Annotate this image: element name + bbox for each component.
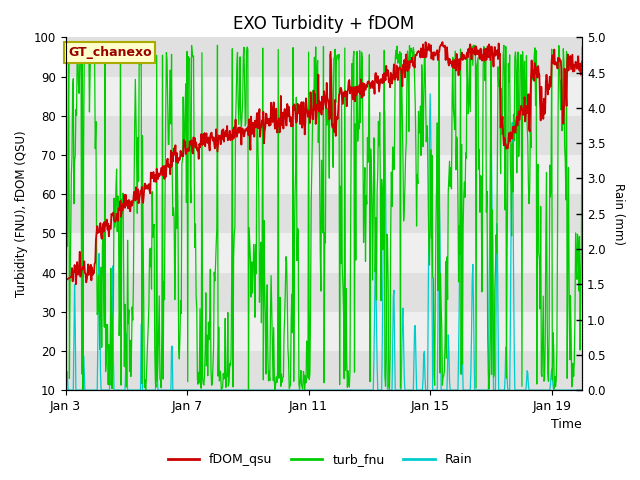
Text: GT_chanexo: GT_chanexo xyxy=(68,46,152,59)
Bar xyxy=(65,351,582,390)
Bar xyxy=(65,312,582,351)
Bar xyxy=(65,37,582,76)
Y-axis label: Rain (mm): Rain (mm) xyxy=(612,183,625,245)
Bar xyxy=(65,233,582,273)
X-axis label: Time: Time xyxy=(551,419,582,432)
Title: EXO Turbidity + fDOM: EXO Turbidity + fDOM xyxy=(233,15,415,33)
Bar xyxy=(65,76,582,116)
Bar xyxy=(65,155,582,194)
Bar xyxy=(65,194,582,233)
Bar xyxy=(65,273,582,312)
Legend: fDOM_qsu, turb_fnu, Rain: fDOM_qsu, turb_fnu, Rain xyxy=(163,448,477,471)
Y-axis label: Turbidity (FNU), fDOM (QSU): Turbidity (FNU), fDOM (QSU) xyxy=(15,131,28,297)
Bar xyxy=(65,116,582,155)
